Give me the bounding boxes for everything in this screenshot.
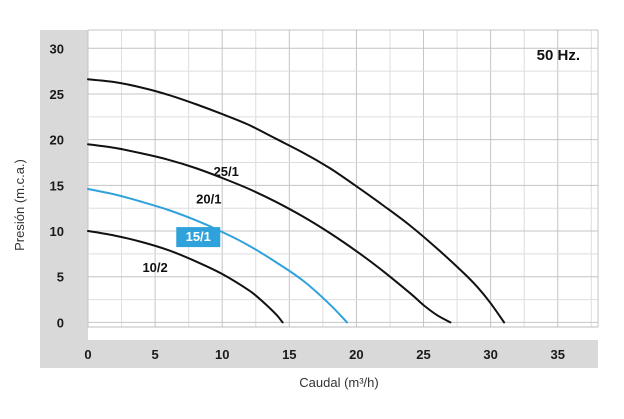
x-tick-label: 35 <box>551 347 565 362</box>
x-axis-band <box>40 340 598 368</box>
grid <box>87 29 599 328</box>
y-axis-title: Presión (m.c.a.) <box>12 159 27 251</box>
curve-20-1 <box>87 143 452 324</box>
y-tick-label: 25 <box>50 87 64 102</box>
curve-label-badge <box>176 227 221 248</box>
frequency-annotation: 50 Hz. <box>537 47 580 64</box>
curve-labels: 25/1 20/1 15/1 10/2 <box>142 164 238 275</box>
y-tick-label: 30 <box>50 41 64 56</box>
x-tick-label: 10 <box>215 347 229 362</box>
curve-label-25-1: 25/1 <box>214 164 239 179</box>
x-tick-labels: 0 5 10 15 20 25 30 35 <box>84 347 565 362</box>
curve-10-2 <box>87 230 284 324</box>
curve-15-1 <box>87 188 348 324</box>
y-tick-label: 10 <box>50 224 64 239</box>
y-axis-band <box>40 30 88 340</box>
y-tick-label: 15 <box>50 178 64 193</box>
y-tick-label: 20 <box>50 133 64 148</box>
x-tick-label: 5 <box>151 347 158 362</box>
x-tick-label: 25 <box>416 347 430 362</box>
y-tick-labels: 0 5 10 15 20 25 30 <box>50 41 64 330</box>
curve-label-20-1: 20/1 <box>196 192 221 207</box>
x-axis-title: Caudal (m³/h) <box>299 375 378 390</box>
plot-area <box>88 30 598 327</box>
curve-label-10-2: 10/2 <box>142 260 167 275</box>
y-tick-label: 0 <box>57 315 64 330</box>
curve-25-1 <box>87 78 506 324</box>
x-tick-label: 15 <box>282 347 296 362</box>
pump-curves <box>87 78 506 324</box>
curve-label-15-1: 15/1 <box>186 229 211 244</box>
x-tick-label: 0 <box>84 347 91 362</box>
x-tick-label: 20 <box>349 347 363 362</box>
y-tick-label: 5 <box>57 270 64 285</box>
x-tick-label: 30 <box>483 347 497 362</box>
